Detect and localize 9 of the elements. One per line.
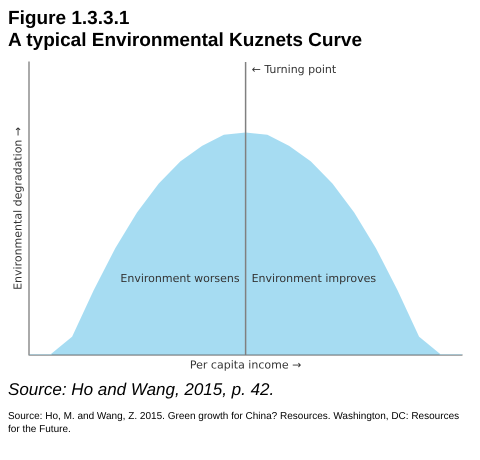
annotation: Environment improves	[252, 272, 376, 286]
text: ← Turning point	[252, 62, 337, 76]
annotation: Environment worsens	[120, 272, 240, 286]
x-axis-title: Per capita income →	[190, 358, 302, 372]
source-note: Source: Ho, M. and Wang, Z. 2015. Green growth for China? Resources. Washington, DC: Resources for the Future.	[8, 410, 460, 436]
chart-subtitle: A typical Environmental Kuznets Curve	[8, 30, 364, 52]
source-note: Source: Ho and Wang, 2015, p. 42.	[8, 380, 276, 400]
chart-title: Figure 1.3.3.1	[8, 8, 130, 30]
y-axis-title: Environmental degradation →	[11, 126, 24, 290]
